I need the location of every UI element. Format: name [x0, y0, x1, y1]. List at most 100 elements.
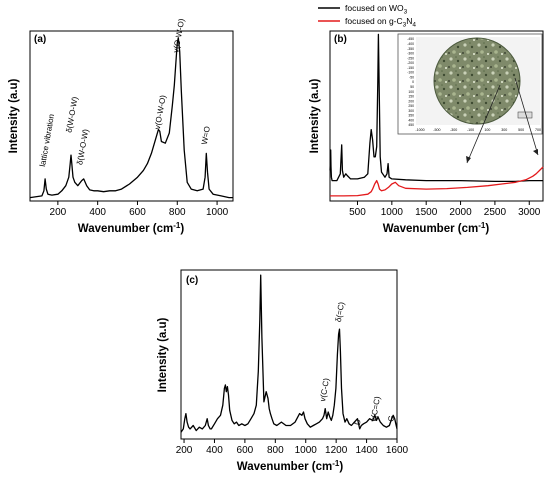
inset-arrowhead-wo3	[466, 156, 471, 163]
chart-a-annotation: W=O	[200, 126, 212, 146]
inset-y-tick-label: -50	[409, 75, 414, 79]
chart-c-x-unit-close: )	[339, 461, 343, 473]
legend-label-wo3-sub: 3	[404, 9, 408, 16]
chart-a-x-unit: (cm	[153, 223, 173, 235]
chart-a-x-tick-label: 600	[129, 207, 146, 218]
chart-c-frame	[180, 269, 398, 440]
chart-c-x-tick-label: 1400	[355, 445, 378, 456]
chart-b-x-tick-label: 2500	[484, 207, 507, 218]
chart-a-annotation: v(O-W-O)	[153, 94, 168, 130]
inset-x-tick-label: 300	[501, 128, 507, 132]
chart-c-x-axis-title: Wavenumber (cm-1)	[237, 459, 344, 473]
chart-c-x-tick-label: 800	[267, 445, 284, 456]
chart-c-x-tick-label: 1000	[295, 445, 318, 456]
chart-b-x-tick-label: 2000	[449, 207, 472, 218]
inset-y-tick-label: 300	[408, 109, 414, 113]
inset-arrow-wo3	[466, 84, 501, 164]
chart-b-series-line-0	[329, 33, 543, 183]
chart-b-x-tick-label: 1000	[381, 207, 404, 218]
inset-x-tick-label: -100	[467, 128, 474, 132]
inset-x-tick-label: 500	[518, 128, 524, 132]
chart-b-y-axis-title: Intensity (a.u)	[309, 78, 321, 153]
chart-c-annotation: v(C=C)	[369, 395, 382, 422]
chart-a-x-tick-label: 400	[89, 207, 106, 218]
chart-c-series-line-0	[180, 274, 398, 433]
inset-y-tick-label: -450	[407, 37, 414, 41]
chart-a-x-unit-close: )	[180, 223, 184, 235]
chart-b-x-axis-title-text: Wavenumber	[383, 223, 455, 235]
inset-y-tick-label: -200	[407, 61, 414, 65]
chart-c-x-unit: (cm	[312, 461, 332, 473]
legend-label-gcn-sub1: 3	[403, 22, 407, 29]
chart-c-annotation: δ(=C)	[334, 301, 346, 323]
chart-c-x-unit-sup: -1	[332, 459, 340, 468]
inset-arrowhead-gcn	[533, 149, 538, 155]
legend-label-gcn-sub2: 4	[412, 22, 416, 29]
chart-b-x-tick-label: 3000	[518, 207, 541, 218]
chart-c-x-ticks: 200 400 600 800 1000 1200 1400 1600	[176, 439, 409, 456]
chart-b-frame	[329, 30, 544, 202]
chart-a-x-axis-title-text: Wavenumber	[78, 223, 150, 235]
chart-c-series	[180, 274, 398, 433]
chart-a-y-axis-title: Intensity (a.u)	[8, 78, 20, 153]
legend-label-gcn-text: focused on g-C	[345, 16, 403, 26]
inset-y-tick-label: -400	[407, 42, 414, 46]
chart-b-x-ticks: 500 1000 1500 2000 2500 3000	[349, 201, 541, 218]
chart-a-series-line-0	[29, 37, 233, 199]
chart-a-x-ticks: 200 400 600 800 1000	[50, 201, 229, 218]
inset-micrograph: -1000 -500 -300 -100 100 300 500 700 -450-400-3…	[397, 33, 543, 164]
legend-label-wo3: focused on WO3	[345, 3, 408, 16]
chart-a-annotation: δ(W-O-W)	[65, 96, 80, 134]
inset-x-ticks: -1000 -500 -300 -100 100 300 500 700	[415, 128, 541, 132]
chart-b-x-unit: (cm	[458, 223, 478, 235]
inset-scale-bar	[517, 111, 533, 119]
chart-b-panel-label: (b)	[334, 34, 347, 45]
chart-a-x-tick-label: 800	[169, 207, 186, 218]
inset-y-tick-label: -150	[407, 66, 414, 70]
inset-y-tick-label: 350	[408, 114, 414, 118]
inset-y-tick-label: -250	[407, 56, 414, 60]
inset-x-tick-label: -1000	[415, 128, 424, 132]
chart-b-x-unit-close: )	[485, 223, 489, 235]
chart-b-series	[329, 33, 544, 197]
inset-y-tick-label: 150	[408, 95, 414, 99]
inset-x-tick-label: -500	[433, 128, 440, 132]
inset-sample-disk	[433, 37, 521, 125]
inset-y-tick-label: 0	[412, 80, 414, 84]
chart-a-panel-label: (a)	[34, 34, 46, 45]
inset-x-tick-label: 100	[484, 128, 490, 132]
inset-y-tick-label: 400	[408, 118, 414, 122]
chart-a-x-tick-label: 200	[50, 207, 67, 218]
inset-arrow-gcn	[514, 77, 539, 156]
inset-y-tick-label: -100	[407, 71, 414, 75]
chart-b: focused on WO3 focused on g-C3N4 (b) 500…	[309, 3, 544, 235]
chart-c-x-tick-label: 1600	[386, 445, 409, 456]
chart-a-series	[29, 37, 233, 199]
inset-y-tick-label: 450	[408, 123, 414, 127]
legend-label-gcn-mid: N	[406, 16, 412, 26]
chart-a-annotation: lattice vibration	[38, 113, 56, 167]
inset-x-tick-label: 700	[535, 128, 541, 132]
chart-c-x-axis-title-text: Wavenumber	[237, 461, 309, 473]
chart-b-x-axis-title: Wavenumber (cm-1)	[383, 221, 490, 235]
inset-y-tick-label: 200	[408, 99, 414, 103]
chart-b-x-tick-label: 500	[349, 207, 366, 218]
chart-a-x-unit-sup: -1	[173, 221, 181, 230]
chart-a-x-tick-label: 1000	[206, 207, 229, 218]
inset-y-tick-label: -300	[407, 52, 414, 56]
chart-a: (a) 200 400 600 800 1000 lattice vibration δ(…	[8, 18, 234, 235]
legend-label-wo3-text: focused on WO	[345, 3, 404, 13]
chart-c-x-tick-label: 200	[176, 445, 193, 456]
chart-c: (c) 200 400 600 800 1000 1200 1400 1600 v(C-C) δ…	[157, 269, 409, 473]
chart-c-x-tick-label: 1200	[325, 445, 348, 456]
chart-b-x-unit-sup: -1	[478, 221, 486, 230]
legend-label-gcn: focused on g-C3N4	[345, 16, 416, 29]
chart-a-annotations: lattice vibration δ(W-O-W)δ(W-O-W) v(O-W-O…	[38, 18, 212, 168]
chart-b-x-tick-label: 1500	[415, 207, 438, 218]
chart-c-x-tick-label: 400	[206, 445, 223, 456]
inset-x-tick-label: -300	[450, 128, 457, 132]
inset-y-tick-label: -350	[407, 47, 414, 51]
inset-y-tick-label: 50	[410, 85, 414, 89]
chart-b-series-line-1	[330, 166, 544, 197]
